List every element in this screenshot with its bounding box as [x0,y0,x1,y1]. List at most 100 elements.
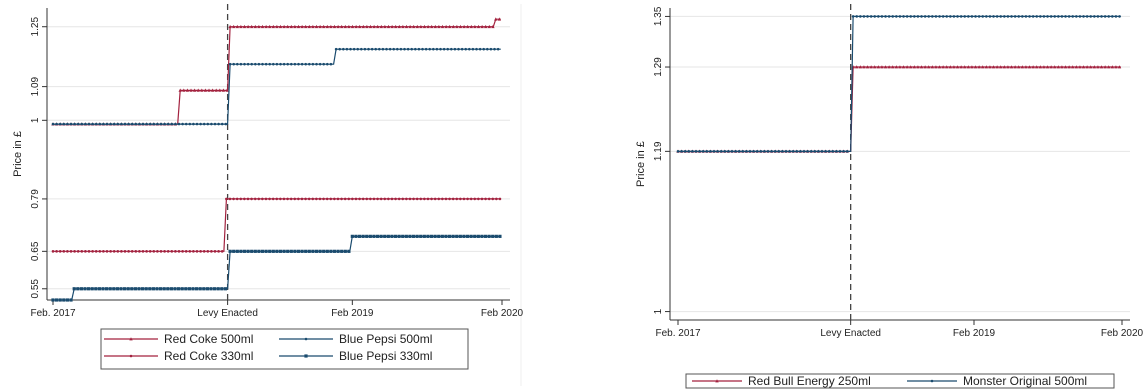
series-point [1099,65,1104,69]
series-point [351,197,354,201]
series-point [250,197,253,201]
series-point [1049,65,1053,69]
legend-item: Red Coke 330ml [104,349,253,363]
series-point [134,122,138,126]
series-point [90,287,94,291]
series-point [162,287,166,291]
series-point [448,24,452,29]
series-point [109,122,112,126]
series-point [902,15,905,18]
series-point [1017,65,1021,69]
y-tick-label: 1 [653,308,664,314]
series-point [325,197,329,201]
series-point [207,88,211,92]
series-point [1056,65,1061,69]
series-point [196,88,200,92]
series-point [491,197,495,201]
series-point [1046,15,1049,18]
series-point [1096,15,1100,18]
series-point [374,47,378,51]
series-point [439,47,442,51]
series-point [318,249,322,253]
series-point [275,24,279,29]
series-point [999,65,1003,69]
series-point [923,15,927,18]
series-point [112,122,116,126]
series-point [243,197,246,201]
series-point [304,62,308,66]
series-point [322,197,325,201]
series-point [381,47,385,51]
series-point [203,88,208,92]
series-point [296,24,301,29]
series-point [483,234,488,238]
series-point [148,250,152,253]
series-point [202,250,206,253]
series-point [446,47,450,51]
series-point [1118,15,1121,18]
series-point [112,287,116,291]
series-point [159,122,163,126]
series-point [898,65,902,69]
series-point [394,197,397,201]
series-point [451,197,455,201]
series-point [253,197,257,201]
series-point [385,47,388,51]
series-point [322,249,326,253]
series-point [1092,65,1097,69]
series-point [300,197,304,201]
series-point [1053,65,1057,69]
series-point [788,150,791,153]
series-point [275,249,279,253]
series-point [493,47,496,51]
series-point [220,287,224,291]
series-point [1013,15,1017,18]
series-point [127,250,130,253]
series-point [480,197,484,201]
series-point [1002,65,1007,69]
series-point [361,24,366,29]
series-point [221,88,226,92]
series-point [84,122,87,126]
y-tick-label: 1.19 [653,141,664,161]
series-point [498,234,502,238]
series-point [236,62,239,66]
series-point [250,249,254,253]
legend-box [100,328,469,370]
series-point [770,150,773,153]
series-point [901,65,906,69]
series-point [393,234,398,238]
series-point [345,47,349,51]
series-point [370,47,374,51]
series-point [462,234,466,238]
series-point [235,24,240,29]
series-point [858,65,863,69]
series-point [476,24,481,29]
series-point [482,47,486,51]
series-point [444,234,448,238]
series-point [83,287,87,291]
series-point [210,122,213,126]
series-point [469,24,474,29]
series-point [457,47,460,51]
series-point [297,197,300,201]
series-point [55,298,59,302]
series-point [94,122,98,126]
series-point [239,62,243,66]
series-point [293,249,297,253]
series-point [91,122,94,126]
series-point [177,287,181,291]
x-tick-label: Levy Enacted [197,308,258,319]
series-point [1074,65,1079,69]
series-point [184,287,188,291]
series-point [333,197,336,201]
legend-item: Monster Original 500ml [907,374,1087,388]
series-point [187,287,192,291]
series-point [941,15,945,18]
series-point [325,249,329,253]
series-point [1100,15,1103,18]
series-point [791,150,795,153]
series-point [206,250,210,253]
series-point [877,15,880,18]
x-tick-label: Feb 2019 [953,328,996,339]
